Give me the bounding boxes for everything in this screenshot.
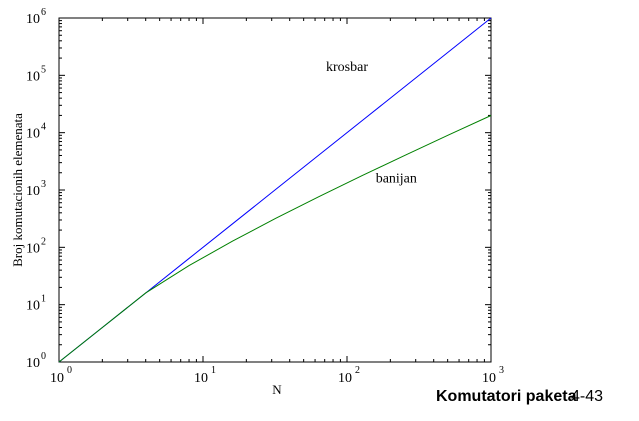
x-tick-label: 10 bbox=[194, 371, 208, 386]
y-tick-label-exponent: 3 bbox=[41, 179, 46, 190]
annotation-banijan: banijan bbox=[376, 172, 417, 187]
y-tick-label-exponent: 5 bbox=[41, 64, 46, 75]
y-tick-label: 10 bbox=[26, 127, 40, 142]
annotations: krosbar banijan bbox=[326, 60, 417, 187]
footer-title: Komutatori paketa bbox=[436, 388, 577, 405]
y-tick-label: 10 bbox=[26, 184, 40, 199]
y-tick-label: 10 bbox=[26, 299, 40, 314]
tick-marks bbox=[58, 18, 491, 363]
y-tick-label: 10 bbox=[26, 356, 40, 371]
x-tick-label-exponent: 3 bbox=[499, 365, 504, 376]
x-tick-label-exponent: 1 bbox=[211, 365, 216, 376]
page-number: 4-43 bbox=[571, 388, 604, 405]
x-axis-label: N bbox=[272, 382, 282, 397]
series-lines bbox=[58, 17, 492, 363]
x-tick-label: 10 bbox=[482, 371, 496, 386]
series-line-banijan bbox=[58, 115, 492, 363]
x-tick-label: 10 bbox=[50, 371, 64, 386]
y-tick-label-exponent: 2 bbox=[41, 236, 46, 247]
y-tick-label-exponent: 6 bbox=[41, 7, 46, 18]
y-tick-label-exponent: 4 bbox=[41, 122, 46, 133]
y-tick-label-exponent: 1 bbox=[41, 294, 46, 305]
y-tick-label: 10 bbox=[26, 241, 40, 256]
y-tick-label: 10 bbox=[26, 69, 40, 84]
y-tick-label-exponent: 0 bbox=[41, 351, 46, 362]
y-axis-label: Broj komutacionih elemenata bbox=[10, 113, 25, 267]
y-tick-label: 10 bbox=[26, 12, 40, 27]
annotation-krosbar: krosbar bbox=[326, 60, 368, 75]
x-tick-label-exponent: 0 bbox=[67, 365, 72, 376]
x-tick-label-exponent: 2 bbox=[355, 365, 360, 376]
x-tick-label: 10 bbox=[338, 371, 352, 386]
